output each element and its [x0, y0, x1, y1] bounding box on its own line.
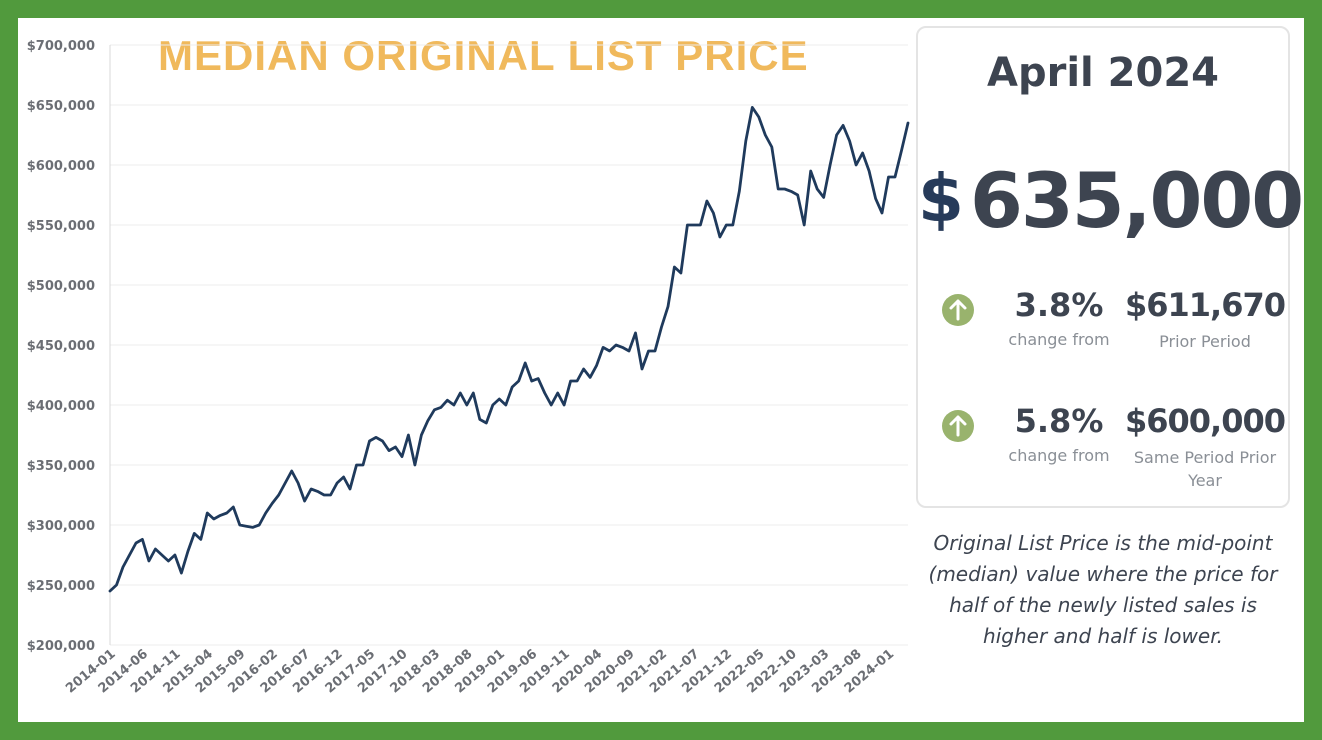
stat-percent-label: change from [1008, 446, 1110, 465]
report-frame: MEDIAN ORIGINAL LIST PRICE $700,000 $650,… [18, 18, 1304, 722]
y-tick-label: $400,000 [27, 399, 95, 414]
stat-value-label: Same Period Prior Year [1133, 448, 1277, 490]
y-tick-label: $500,000 [27, 279, 95, 294]
price-amount: 635,000 [969, 156, 1304, 245]
stat-percent-label: change from [1008, 330, 1110, 349]
stat-value-label: Prior Period [1159, 332, 1251, 351]
chart-svg: $700,000 $650,000 $600,000 $550,000 $500,000… [27, 39, 910, 696]
stat-prior-year: 5.8% change from $600,000 Same Period Pr… [918, 400, 1288, 500]
y-tick-label: $200,000 [27, 639, 95, 654]
arrow-up-circle-icon [942, 294, 974, 326]
card-period: April 2024 [987, 50, 1219, 96]
card-price: $635,000 [918, 156, 1304, 245]
stat-percent: 5.8% [1014, 402, 1104, 440]
y-tick-label: $350,000 [27, 459, 95, 474]
currency-symbol: $ [918, 160, 964, 237]
stat-percent: 3.8% [1014, 286, 1104, 324]
y-tick-label: $300,000 [27, 519, 95, 534]
definition-note: Original List Price is the mid-point (me… [928, 531, 1278, 648]
y-tick-label: $650,000 [27, 99, 95, 114]
y-tick-label: $250,000 [27, 579, 95, 594]
stat-value: $600,000 [1124, 402, 1286, 440]
arrow-up-circle-icon [942, 410, 974, 442]
y-tick-label: $450,000 [27, 339, 95, 354]
summary-card: April 2024 $635,000 3.8% change from $61… [916, 26, 1304, 508]
stat-value: $611,670 [1124, 286, 1286, 324]
stat-prior-period: 3.8% change from $611,670 Prior Period [918, 284, 1288, 384]
y-tick-label: $600,000 [27, 159, 95, 174]
line-chart: MEDIAN ORIGINAL LIST PRICE $700,000 $650,… [18, 18, 918, 722]
y-tick-label: $550,000 [27, 219, 95, 234]
chart-title: MEDIAN ORIGINAL LIST PRICE [158, 32, 809, 79]
series-line [108, 106, 910, 593]
y-tick-label: $700,000 [27, 39, 95, 54]
